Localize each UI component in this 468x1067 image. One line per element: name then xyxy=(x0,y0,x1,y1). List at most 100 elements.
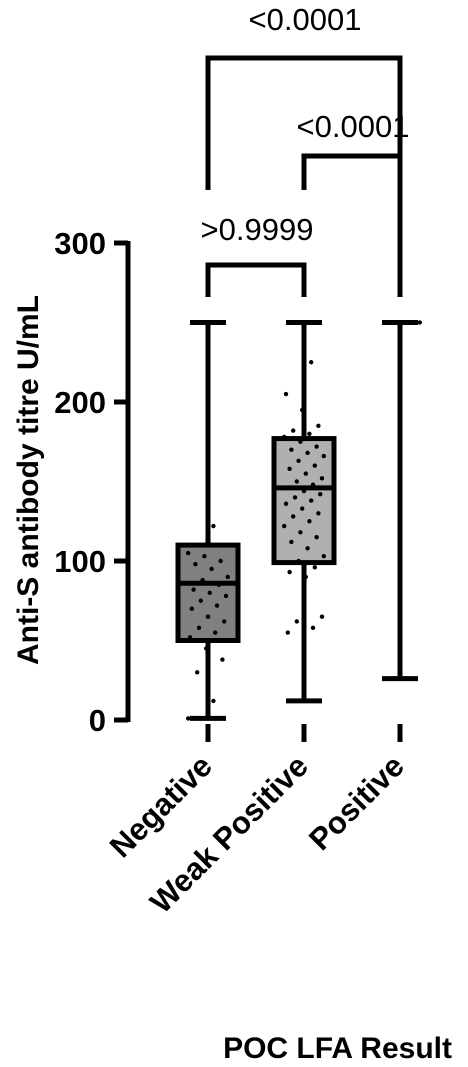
data-point xyxy=(216,582,221,588)
data-point xyxy=(401,320,406,325)
data-point xyxy=(200,577,205,583)
p-value-label: <0.0001 xyxy=(297,109,410,144)
data-point xyxy=(301,488,307,494)
data-points xyxy=(186,320,422,721)
data-point xyxy=(321,453,326,459)
data-point xyxy=(198,598,203,603)
data-point xyxy=(191,587,196,592)
data-point xyxy=(303,471,308,476)
data-point xyxy=(289,447,294,452)
data-point xyxy=(318,492,323,497)
data-point xyxy=(291,428,296,433)
data-point xyxy=(196,625,202,630)
data-point xyxy=(310,482,316,487)
data-point xyxy=(316,423,321,429)
data-point xyxy=(218,558,223,564)
box-iqr xyxy=(271,436,337,566)
y-tick-label: 100 xyxy=(54,544,106,579)
data-point xyxy=(186,716,191,721)
data-point xyxy=(294,619,299,624)
y-tick-label: 300 xyxy=(54,226,106,261)
box-positive xyxy=(382,320,418,682)
data-point xyxy=(417,320,422,325)
data-point xyxy=(195,670,200,675)
significance-bracket: <0.0001 xyxy=(205,2,403,297)
data-point xyxy=(283,391,289,397)
data-point xyxy=(314,534,319,540)
y-tick-label: 0 xyxy=(89,703,106,738)
data-point xyxy=(205,614,211,619)
data-point xyxy=(321,554,326,559)
data-point xyxy=(282,523,287,529)
data-point xyxy=(319,614,325,619)
data-point xyxy=(300,407,305,413)
data-point xyxy=(193,561,198,567)
data-point xyxy=(209,566,214,572)
data-point xyxy=(305,450,310,456)
bracket-line xyxy=(205,262,307,297)
data-point xyxy=(314,444,319,449)
data-point xyxy=(309,498,314,503)
p-value-label: >0.9999 xyxy=(201,212,314,247)
data-point xyxy=(296,558,301,564)
data-point xyxy=(316,511,321,516)
data-point xyxy=(287,569,292,575)
data-point xyxy=(207,590,212,595)
data-point xyxy=(186,550,191,556)
data-point xyxy=(292,320,298,325)
data-point xyxy=(220,657,225,662)
data-point xyxy=(300,506,305,511)
data-point xyxy=(312,463,317,468)
data-point xyxy=(211,698,216,704)
data-point xyxy=(187,635,193,640)
bracket-line xyxy=(301,153,403,297)
data-point xyxy=(289,539,294,545)
data-point xyxy=(211,523,216,529)
data-point xyxy=(287,466,292,471)
data-point xyxy=(202,554,207,559)
box-weak-positive xyxy=(271,320,337,704)
data-point xyxy=(301,698,307,704)
data-point xyxy=(222,619,227,624)
y-axis-title: Anti-S antibody titre U/mL xyxy=(12,295,45,665)
box-negative xyxy=(175,320,241,721)
significance-bracket: <0.0001 xyxy=(297,109,410,297)
data-point xyxy=(298,439,303,444)
data-point xyxy=(189,606,194,611)
y-axis: 0 100 200 300 xyxy=(54,226,131,738)
data-point xyxy=(285,630,290,635)
data-point xyxy=(204,646,209,651)
data-point xyxy=(305,546,310,551)
data-point xyxy=(307,519,312,524)
significance-bracket: >0.9999 xyxy=(201,212,314,297)
data-point xyxy=(294,479,299,484)
p-value-label: <0.0001 xyxy=(249,2,362,37)
box-iqr xyxy=(175,542,241,643)
significance-brackets: >0.9999 <0.0001 <0.0001 xyxy=(201,2,410,297)
data-point xyxy=(312,565,317,570)
x-axis-title: POC LFA Result xyxy=(223,1032,452,1065)
data-point xyxy=(282,434,287,440)
data-point xyxy=(213,630,218,635)
data-point xyxy=(319,476,325,481)
data-point xyxy=(214,603,220,608)
data-point xyxy=(291,514,296,519)
bracket-line xyxy=(205,55,403,297)
data-point xyxy=(223,593,229,599)
data-point xyxy=(285,485,290,491)
boxes xyxy=(175,320,418,721)
data-point xyxy=(298,530,303,535)
data-point xyxy=(303,574,308,580)
category-label: Positive xyxy=(302,748,411,857)
y-tick-label: 200 xyxy=(54,385,106,420)
data-point xyxy=(292,495,298,500)
data-point xyxy=(309,360,314,365)
data-point xyxy=(225,574,230,580)
data-point xyxy=(283,501,289,506)
data-point xyxy=(296,458,301,464)
data-point xyxy=(307,431,312,436)
data-point xyxy=(310,625,316,630)
